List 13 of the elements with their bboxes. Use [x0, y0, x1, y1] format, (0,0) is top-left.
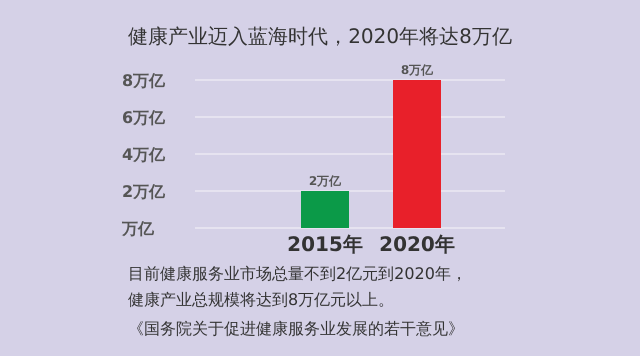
x-tick-label: 2015年 — [287, 232, 363, 256]
text: 健康产业总规模将达到8万亿元以上。 — [128, 290, 394, 309]
y-tick-label: 万亿 — [121, 219, 155, 238]
y-tick-label: 8万亿 — [122, 71, 166, 90]
data-label: 8万亿 — [400, 63, 434, 77]
y-tick-label: 4万亿 — [122, 145, 166, 164]
text: 目前健康服务业市场总量不到2亿元到2020年， — [128, 264, 467, 283]
text: 《国务院关于促进健康服务业发展的若干意见》 — [128, 319, 464, 338]
data-label: 2万亿 — [308, 174, 342, 188]
y-tick-label: 6万亿 — [122, 108, 166, 127]
x-tick-label: 2020年 — [379, 232, 455, 256]
chart-title: 健康产业迈入蓝海时代，2020年将达8万亿 — [128, 24, 512, 48]
y-tick-label: 2万亿 — [122, 182, 166, 201]
